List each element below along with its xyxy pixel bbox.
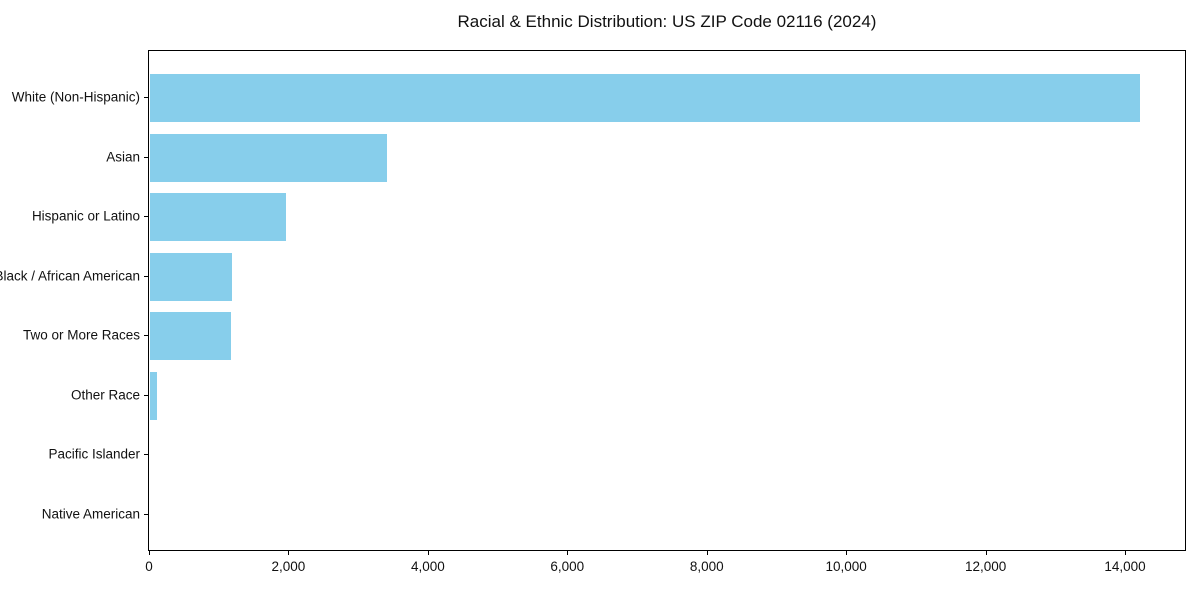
y-tick-label-two-or-more-races: Two or More Races [22, 327, 140, 343]
bar-white-non-hispanic [150, 74, 1140, 122]
plot-area [148, 50, 1186, 551]
y-tick-mark [144, 216, 148, 218]
x-tick-mark [1125, 551, 1127, 555]
x-tick-mark [427, 551, 429, 555]
x-tick-mark [706, 551, 708, 555]
x-tick-mark [846, 551, 848, 555]
y-tick-mark [144, 513, 148, 515]
y-tick-label-other-race: Other Race [70, 387, 140, 403]
y-tick-label-asian: Asian [106, 149, 140, 165]
y-tick-mark [144, 454, 148, 456]
x-tick-label-12000: 12,000 [964, 559, 1007, 574]
y-tick-mark [144, 335, 148, 337]
x-tick-label-6000: 6,000 [550, 559, 585, 574]
y-tick-label-white-non-hispanic: White (Non-Hispanic) [11, 89, 140, 105]
x-tick-label-10000: 10,000 [825, 559, 867, 574]
y-tick-label-hispanic-or-latino: Hispanic or Latino [31, 208, 140, 224]
y-tick-mark [144, 275, 148, 277]
y-tick-mark [144, 97, 148, 98]
bar-other-race [150, 371, 157, 420]
bar-hispanic-or-latino [150, 193, 286, 242]
y-tick-mark [144, 394, 148, 396]
x-tick-mark [985, 551, 987, 555]
x-tick-mark [567, 551, 569, 555]
x-tick-label-8000: 8,000 [689, 559, 724, 574]
y-tick-label-pacific-islander: Pacific Islander [48, 446, 140, 462]
x-tick-label-14000: 14,000 [1104, 559, 1146, 574]
y-tick-mark [144, 156, 148, 158]
x-tick-label-2000: 2,000 [271, 559, 306, 574]
x-tick-label-0: 0 [145, 559, 153, 574]
bar-asian [150, 133, 388, 182]
bar-two-or-more-races [150, 312, 231, 361]
bar-black-african-american [150, 252, 232, 301]
x-tick-label-4000: 4,000 [410, 559, 445, 574]
x-tick-mark [288, 551, 290, 555]
y-tick-label-native-american: Native American [41, 506, 140, 522]
chart-title: Racial & Ethnic Distribution: US ZIP Cod… [457, 12, 877, 31]
y-tick-label-black-african-american: Black / African American [0, 268, 140, 284]
x-tick-mark [149, 551, 150, 555]
